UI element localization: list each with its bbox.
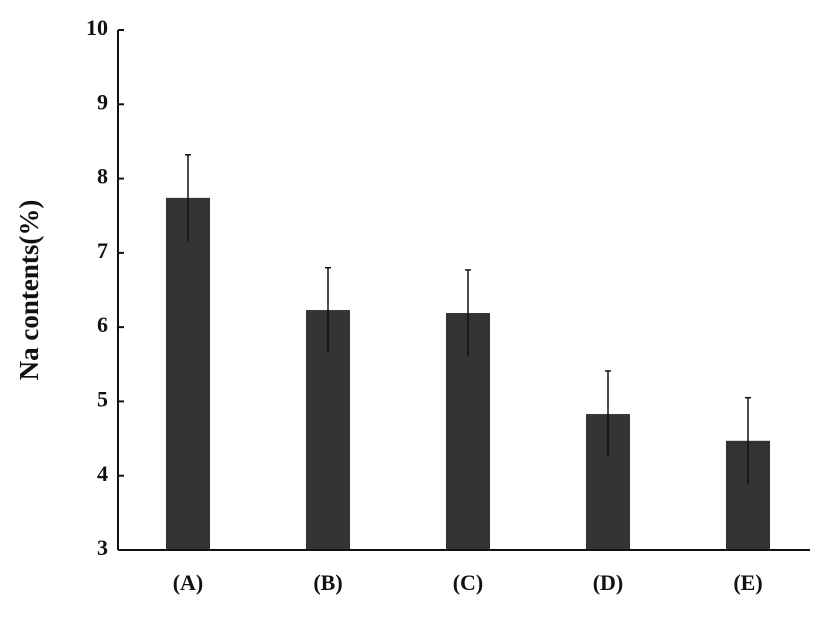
y-tick-label: 6 bbox=[97, 312, 108, 337]
y-tick-label: 7 bbox=[97, 238, 108, 263]
x-tick-label: (C) bbox=[453, 570, 484, 595]
y-tick-label: 4 bbox=[97, 461, 108, 486]
y-axis-label: Na contents(%) bbox=[14, 200, 44, 381]
x-tick-label: (E) bbox=[733, 570, 762, 595]
y-tick-label: 8 bbox=[97, 164, 108, 189]
x-tick-label: (A) bbox=[173, 570, 204, 595]
x-tick-label: (D) bbox=[593, 570, 624, 595]
x-tick-label: (B) bbox=[313, 570, 342, 595]
y-tick-label: 3 bbox=[97, 535, 108, 560]
y-tick-label: 9 bbox=[97, 89, 108, 114]
bar bbox=[166, 197, 210, 550]
y-tick-label: 10 bbox=[86, 15, 108, 40]
y-tick-label: 5 bbox=[97, 386, 108, 411]
